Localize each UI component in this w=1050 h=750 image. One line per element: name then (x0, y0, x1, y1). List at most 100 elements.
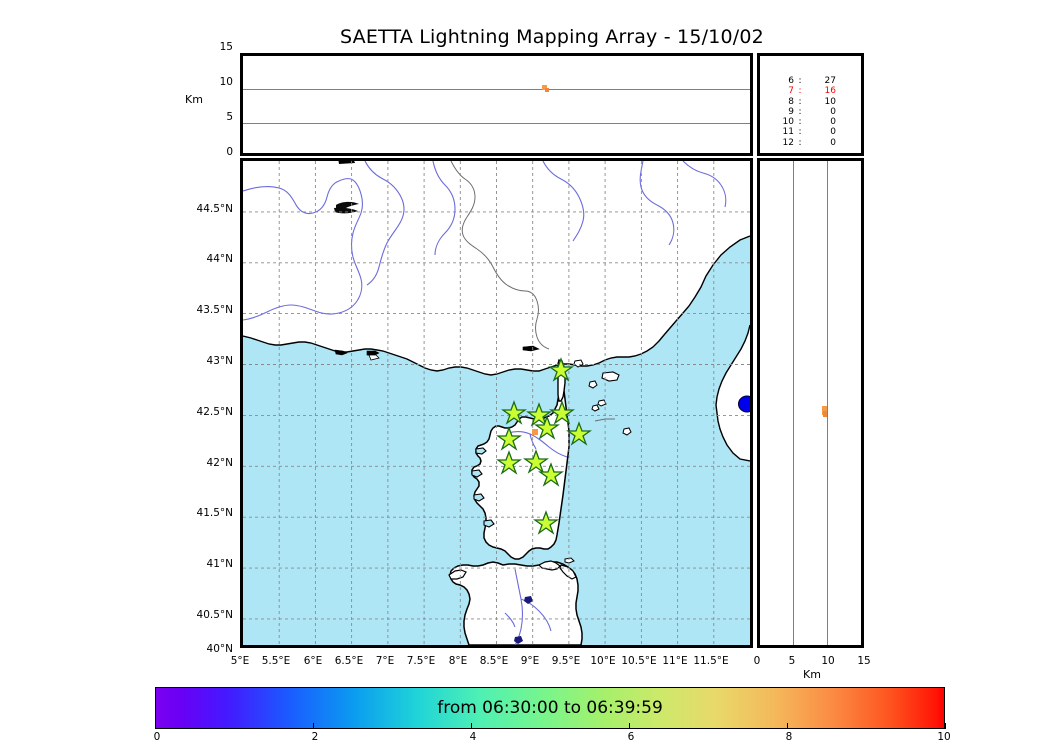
colorbar-gradient[interactable] (155, 687, 945, 729)
coastline-mainland (243, 235, 750, 376)
axis-tick-lat-40: 40°N (206, 643, 233, 655)
altitude-longitude-panel (240, 53, 753, 156)
station-marker (537, 462, 565, 487)
sardinia-islets (564, 557, 575, 564)
island-giglio (573, 359, 584, 368)
table-row: 8 : 10 (768, 97, 836, 107)
colorbar-tick-2: 2 (311, 731, 319, 743)
coastal-detail-cape (522, 345, 540, 352)
stat-key: 12 (782, 137, 794, 148)
axis-tick-lon-6-5: 6.5°E (334, 655, 364, 667)
table-row: 6 : 27 (768, 76, 836, 86)
station-marker (495, 426, 523, 451)
stat-value: 0 (830, 137, 836, 148)
table-row: 9 : 0 (768, 107, 836, 117)
axis-tick-lon-5: 5°E (230, 655, 250, 667)
altitude-longitude-plot-area (243, 56, 750, 153)
lightning-source-marker (532, 429, 538, 435)
island-gorgona (591, 404, 600, 412)
altitude-latitude-panel (757, 158, 864, 648)
station-statistics-table: 6 : 27 7 : 16 8 : 10 9 : 0 10 : 0 11 : 0 (768, 76, 836, 148)
map-graphic (243, 161, 750, 645)
stat-value: 27 (824, 76, 836, 86)
coastal-detail-lagoon-1 (334, 349, 348, 356)
axis-tick-lon-10-5: 10.5°E (621, 655, 657, 667)
station-marker (533, 415, 561, 440)
administrative-borders (450, 161, 550, 350)
axis-tick-lon-9-5: 9.5°E (551, 655, 581, 667)
sardinia-lake-1 (524, 596, 533, 604)
network-center-marker (738, 395, 750, 413)
axis-tick-alt-5: 5 (226, 111, 233, 123)
station-marker (565, 421, 593, 446)
colorbar-tick-4: 4 (469, 731, 477, 743)
station-marker (548, 400, 576, 425)
station-marker (522, 449, 550, 474)
stat-key: 6 (788, 76, 794, 86)
island-elba (601, 371, 620, 382)
table-row: 10 : 0 (768, 117, 836, 127)
axis-tick-alt-10: 10 (219, 76, 233, 88)
axis-tick-alt-0: 0 (226, 146, 233, 158)
station-marker (525, 402, 553, 427)
stat-separator: : (798, 96, 802, 107)
stat-key: 8 (788, 96, 794, 107)
stat-key: 10 (782, 117, 794, 128)
axis-tick-km-15: 15 (857, 655, 871, 667)
gridline-km-5 (793, 161, 794, 645)
station-marker (532, 510, 560, 535)
colorbar-tick-6: 6 (627, 731, 635, 743)
stat-value: 0 (830, 117, 836, 128)
stat-value: 10 (824, 96, 836, 107)
axis-tick-lat-41: 41°N (206, 558, 233, 570)
axis-tick-lat-43-5: 43.5°N (196, 304, 233, 316)
gridline-alt-10 (243, 89, 750, 90)
etang-thau (338, 161, 355, 164)
table-row: 12 : 0 (768, 138, 836, 148)
right-panel-sources (822, 406, 827, 417)
island-pianosa (597, 399, 607, 407)
stat-separator: : (798, 76, 802, 86)
axis-tick-lon-9: 9°E (520, 655, 540, 667)
stat-separator: : (798, 86, 802, 97)
axis-tick-lat-44: 44°N (206, 253, 233, 265)
axis-tick-lon-11: 11°E (662, 655, 688, 667)
colorbar-tickmark-10 (945, 723, 946, 729)
axis-tick-alt-15: 15 (219, 41, 233, 53)
station-statistics-panel: 6 : 27 7 : 16 8 : 10 9 : 0 10 : 0 11 : 0 (757, 53, 864, 156)
stat-separator: : (798, 137, 802, 148)
stat-key: 11 (782, 127, 794, 138)
map-panel[interactable] (240, 158, 753, 648)
stat-value: 0 (830, 106, 836, 117)
stat-key: 7 (788, 86, 794, 97)
table-row: 11 : 0 (768, 127, 836, 137)
axis-tick-lat-40-5: 40.5°N (196, 609, 233, 621)
colorbar-tick-8: 8 (785, 731, 793, 743)
axis-tick-lon-11-5: 11.5°E (693, 655, 729, 667)
station-marker (500, 400, 528, 425)
stat-value: 16 (824, 86, 836, 97)
island-capraia (588, 380, 598, 389)
axis-tick-lat-43: 43°N (206, 355, 233, 367)
axis-tick-lon-8-5: 8.5°E (479, 655, 509, 667)
axis-tick-lat-44-5: 44.5°N (196, 203, 233, 215)
axis-tick-lon-10: 10°E (590, 655, 616, 667)
gridline-alt-5 (243, 123, 750, 124)
colorbar-tickmark-0 (155, 723, 156, 729)
colorbar-tickmark-2 (313, 723, 314, 729)
colorbar-tickmark-4 (471, 723, 472, 729)
coastal-detail-lagoon-3 (368, 354, 380, 361)
right-panel-axis-label: Km (803, 668, 821, 681)
altitude-latitude-plot-area (760, 161, 861, 645)
station-marker (547, 357, 575, 382)
top-panel-sources (542, 85, 549, 92)
time-colorbar[interactable]: from 06:30:00 to 06:39:59 (155, 687, 945, 729)
axis-tick-lon-5-5: 5.5°E (261, 655, 291, 667)
axis-tick-lat-42: 42°N (206, 457, 233, 469)
axis-tick-lon-7-5: 7.5°E (406, 655, 436, 667)
map-plot-area[interactable] (243, 161, 750, 645)
corsica-rivers (507, 431, 568, 458)
corsica-west-gulfs (471, 447, 495, 528)
colorbar-tick-0: 0 (153, 731, 161, 743)
island-montecristo (622, 427, 632, 436)
